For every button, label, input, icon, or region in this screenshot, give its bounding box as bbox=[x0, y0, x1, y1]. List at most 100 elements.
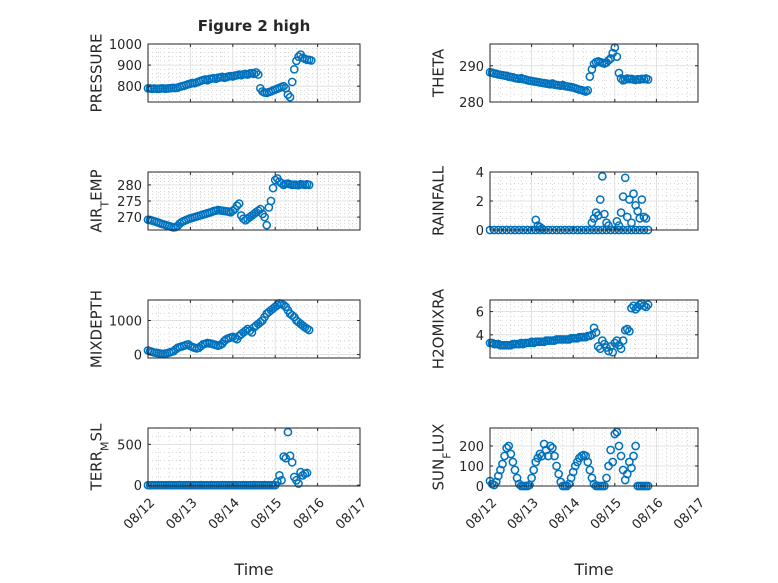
data-point bbox=[622, 212, 632, 222]
data-point bbox=[234, 199, 244, 208]
x-tick-label: 08/13 bbox=[163, 496, 200, 533]
y-axis-label: AIRTEMP bbox=[87, 169, 111, 232]
data-point bbox=[612, 52, 622, 62]
data-point bbox=[622, 324, 632, 334]
data-point bbox=[643, 75, 653, 84]
data-point bbox=[604, 221, 613, 230]
data-point bbox=[616, 451, 626, 461]
y-tick-label: 0 bbox=[134, 479, 142, 494]
y-axis-label: RAINFALL bbox=[429, 165, 447, 236]
y-tick-label: 4 bbox=[476, 166, 484, 181]
data-point bbox=[232, 201, 242, 211]
data-point bbox=[504, 441, 514, 451]
data-point bbox=[268, 183, 278, 193]
y-axis-label: H2OMIXRA bbox=[429, 288, 447, 369]
y-tick-label: 280 bbox=[117, 179, 142, 194]
y-tick-label: 0 bbox=[134, 349, 142, 364]
data-point bbox=[612, 336, 622, 345]
data-point bbox=[279, 81, 289, 91]
y-axis-label-subscript: T bbox=[98, 201, 111, 209]
data-point bbox=[302, 468, 312, 478]
data-point bbox=[306, 56, 316, 65]
y-tick-label: 800 bbox=[117, 80, 142, 95]
data-point bbox=[527, 473, 536, 483]
data-point bbox=[637, 195, 647, 204]
x-tick-label: 08/17 bbox=[671, 496, 708, 533]
subplot-pressure: 800 900 1000 PRESSURE Figure 2 high bbox=[87, 17, 361, 112]
data-point bbox=[502, 443, 511, 453]
y-tick-label: 4 bbox=[476, 329, 484, 344]
data-point bbox=[545, 441, 555, 451]
data-point bbox=[277, 178, 286, 188]
data-point bbox=[554, 469, 563, 479]
data-point bbox=[550, 451, 559, 461]
data-point bbox=[304, 180, 314, 190]
data-point bbox=[629, 189, 638, 199]
y-tick-label: 1000 bbox=[109, 38, 142, 53]
data-point bbox=[175, 219, 185, 228]
series-pressure bbox=[143, 50, 316, 102]
data-point bbox=[597, 172, 607, 181]
data-point bbox=[535, 449, 545, 459]
data-point bbox=[587, 218, 597, 228]
data-point bbox=[629, 451, 638, 461]
subplot-h2omixra: 4 6 H2OMIXRA bbox=[429, 288, 699, 369]
y-tick-label: 0 bbox=[476, 480, 484, 495]
data-point bbox=[548, 443, 557, 453]
x-tick-label: 08/15 bbox=[248, 496, 285, 533]
data-point bbox=[537, 224, 547, 233]
data-point bbox=[552, 461, 561, 471]
data-point bbox=[620, 173, 630, 183]
y-tick-label: 290 bbox=[459, 60, 484, 75]
data-point bbox=[583, 86, 593, 95]
data-point bbox=[260, 212, 269, 222]
data-point bbox=[249, 69, 259, 79]
x-axis-label: Time bbox=[233, 560, 273, 579]
data-point bbox=[641, 302, 651, 312]
data-point bbox=[612, 216, 622, 226]
y-axis-label-rest: EMP bbox=[87, 169, 105, 200]
data-point bbox=[641, 214, 651, 223]
y-tick-label: 500 bbox=[117, 438, 142, 453]
axes-frame bbox=[147, 299, 361, 359]
data-point bbox=[529, 465, 539, 475]
data-point bbox=[627, 463, 636, 473]
data-point bbox=[508, 457, 518, 467]
data-point bbox=[602, 473, 611, 483]
y-axis-label: SUNFLUX bbox=[429, 424, 453, 491]
data-point bbox=[616, 344, 626, 354]
subplot-sun_flux: 0 100 200 08/12 08/13 08/14 08/15 08/16 08/17 SUN… bbox=[429, 424, 708, 579]
axes-frame bbox=[147, 427, 361, 487]
data-point bbox=[604, 55, 613, 65]
data-point bbox=[618, 336, 628, 345]
axes-frame bbox=[489, 427, 699, 487]
data-point bbox=[608, 347, 618, 357]
x-tick-label: 08/16 bbox=[629, 496, 666, 533]
data-point bbox=[625, 326, 634, 336]
data-point bbox=[587, 65, 597, 74]
data-point bbox=[281, 453, 291, 463]
data-point bbox=[600, 209, 609, 219]
axes-frame bbox=[489, 43, 699, 103]
x-tick-label: 08/12 bbox=[463, 496, 500, 533]
data-point bbox=[614, 221, 624, 230]
data-point bbox=[543, 451, 553, 461]
subplot-rainfall: 0 2 4 RAINFALL bbox=[429, 165, 699, 239]
axes-frame bbox=[147, 43, 361, 103]
data-point bbox=[287, 77, 297, 87]
data-point bbox=[283, 90, 293, 99]
data-point bbox=[298, 471, 308, 480]
data-point bbox=[253, 70, 263, 79]
data-point bbox=[610, 338, 620, 348]
data-point bbox=[627, 303, 636, 313]
data-point bbox=[614, 441, 624, 451]
y-axis-label: TERRMSL bbox=[87, 423, 111, 492]
data-point bbox=[616, 208, 626, 217]
data-point bbox=[247, 328, 257, 337]
subplot-theta: 280 290 THETA bbox=[429, 43, 699, 111]
series-h2omixra bbox=[485, 299, 653, 357]
x-tick-label: 08/15 bbox=[588, 496, 625, 533]
y-tick-label: 270 bbox=[117, 211, 142, 226]
data-point bbox=[279, 300, 289, 310]
